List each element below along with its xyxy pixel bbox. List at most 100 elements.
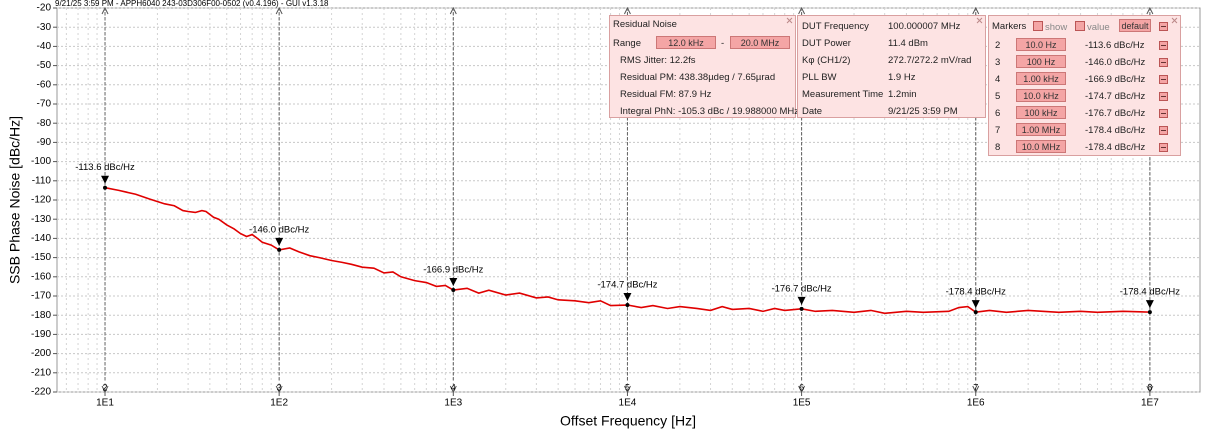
marker-bottom-arrow xyxy=(275,385,283,394)
marker-frequency[interactable]: 100 kHz xyxy=(1016,106,1066,119)
remove-button[interactable] xyxy=(1159,109,1168,118)
x-tick-label: 1E2 xyxy=(270,398,288,409)
marker-frequency[interactable]: 10.0 Hz xyxy=(1016,38,1066,51)
range-to[interactable]: 20.0 MHz xyxy=(730,36,790,49)
marker-row-id: 3 xyxy=(995,57,1001,68)
marker-row-id: 4 xyxy=(995,74,1001,85)
marker-frequency[interactable]: 1.00 kHz xyxy=(1016,72,1066,85)
dut-panel: DUT Frequency 100.000007 MHz DUT Power 11.4… xyxy=(797,15,986,118)
y-tick-label: -190 xyxy=(31,329,51,340)
marker-top-arrow xyxy=(798,6,806,15)
marker-row-id: 7 xyxy=(995,125,1001,136)
y-tick-label: -20 xyxy=(37,3,52,14)
y-tick-label: -220 xyxy=(31,387,51,398)
marker-value: -174.7 dBc/Hz xyxy=(1085,91,1146,102)
marker-value: -113.6 dBc/Hz xyxy=(1085,40,1145,51)
show-label: show xyxy=(1045,22,1068,33)
marker-id: 5 xyxy=(625,382,630,392)
marker-triangle xyxy=(101,175,110,184)
marker-label: -176.7 dBc/Hz xyxy=(771,283,831,294)
y-tick-label: -150 xyxy=(31,252,51,263)
y-tick-label: -200 xyxy=(31,348,51,359)
marker-value: -166.9 dBc/Hz xyxy=(1085,74,1146,85)
marker-value: -146.0 dBc/Hz xyxy=(1085,57,1146,68)
trace xyxy=(104,186,1150,315)
marker-bottom-arrow xyxy=(798,385,806,394)
marker-row-id: 2 xyxy=(995,40,1001,51)
residual-row: RMS Jitter: 12.2fs xyxy=(620,55,696,66)
default-button[interactable]: default xyxy=(1119,19,1151,32)
panel-title: Markers xyxy=(992,21,1027,32)
marker-frequency[interactable]: 10.0 MHz xyxy=(1016,140,1066,153)
marker-id: 6 xyxy=(799,382,804,392)
x-tick-label: 1E7 xyxy=(1141,398,1159,409)
residual-row: Residual FM: 87.9 Hz xyxy=(620,89,712,100)
marker-label: -178.4 dBc/Hz xyxy=(1120,287,1180,298)
y-tick-label: -50 xyxy=(37,60,52,71)
remove-button[interactable] xyxy=(1159,58,1168,67)
marker-triangle xyxy=(971,300,980,309)
marker-id: 2 xyxy=(103,382,108,392)
marker-triangle xyxy=(797,296,806,305)
marker-frequency[interactable]: 100 Hz xyxy=(1016,55,1066,68)
marker-point xyxy=(973,310,978,315)
value-toggle[interactable]: value xyxy=(1075,21,1110,33)
range-from[interactable]: 12.0 kHz xyxy=(656,36,716,49)
close-icon[interactable] xyxy=(786,17,792,23)
remove-button[interactable] xyxy=(1159,41,1168,50)
remove-button[interactable] xyxy=(1159,75,1168,84)
marker-frequency[interactable]: 10.0 kHz xyxy=(1016,89,1066,102)
marker-bottom-arrow xyxy=(624,385,631,394)
show-toggle[interactable]: show xyxy=(1033,21,1067,33)
y-axis-label: SSB Phase Noise [dBc/Hz] xyxy=(7,116,23,284)
range-label: Range xyxy=(613,38,641,49)
marker-point xyxy=(1147,310,1152,315)
marker-triangle xyxy=(449,278,458,287)
marker-label: -146.0 dBc/Hz xyxy=(249,224,309,235)
marker-label: -178.4 dBc/Hz xyxy=(946,287,1006,298)
y-tick-label: -100 xyxy=(31,156,51,167)
marker-row-id: 8 xyxy=(995,142,1001,153)
plot: 2 -113.6 dBc/Hz 3 -146.0 dBc/Hz 4 -166.9 dBc/… xyxy=(75,6,1180,394)
add-button[interactable] xyxy=(1159,22,1168,31)
marker-point xyxy=(625,303,630,308)
residual-noise-panel: Residual Noise Range 12.0 kHz - 20.0 MHz… xyxy=(609,15,799,118)
y-tick-label: -160 xyxy=(31,271,51,282)
marker-bottom-arrow xyxy=(449,385,457,394)
marker-top-arrow xyxy=(972,6,980,15)
close-icon[interactable] xyxy=(976,17,982,23)
marker-row-id: 5 xyxy=(995,91,1001,102)
y-tick-label: -170 xyxy=(31,291,51,302)
value-label: value xyxy=(1087,22,1110,33)
remove-button[interactable] xyxy=(1159,92,1168,101)
residual-row: Residual PM: 438.38µdeg / 7.65µrad xyxy=(620,72,776,83)
range-separator: - xyxy=(721,38,725,49)
dut-value: 272.7/272.2 mV/rad xyxy=(888,55,972,66)
y-tick-label: -180 xyxy=(31,310,51,321)
x-tick-label: 1E3 xyxy=(444,398,462,409)
marker-triangle xyxy=(1145,300,1154,309)
close-icon[interactable] xyxy=(1171,17,1177,23)
remove-button[interactable] xyxy=(1159,126,1168,135)
marker-id: 4 xyxy=(451,382,456,392)
marker-id: 3 xyxy=(277,382,282,392)
remove-button[interactable] xyxy=(1159,143,1168,152)
dut-key: Measurement Time xyxy=(802,89,884,100)
marker-top-arrow xyxy=(449,6,457,15)
marker-value: -178.4 dBc/Hz xyxy=(1085,125,1146,136)
marker-top-arrow xyxy=(1146,6,1154,15)
marker-label: -166.9 dBc/Hz xyxy=(423,265,483,276)
dut-key: PLL BW xyxy=(802,72,837,83)
y-tick-label: -90 xyxy=(37,137,52,148)
markers-panel: Markers show value default 2 10.0 Hz -113.… xyxy=(988,15,1181,156)
dut-value: 9/21/25 3:59 PM xyxy=(888,106,958,117)
marker-triangle xyxy=(275,237,284,246)
marker-point xyxy=(451,288,456,293)
y-tick-label: -120 xyxy=(31,195,51,206)
y-tick-label: -130 xyxy=(31,214,51,225)
y-tick-label: -110 xyxy=(32,175,52,186)
marker-label: -174.7 dBc/Hz xyxy=(597,280,657,291)
x-tick-label: 1E5 xyxy=(793,398,811,409)
marker-frequency[interactable]: 1.00 MHz xyxy=(1016,123,1066,136)
